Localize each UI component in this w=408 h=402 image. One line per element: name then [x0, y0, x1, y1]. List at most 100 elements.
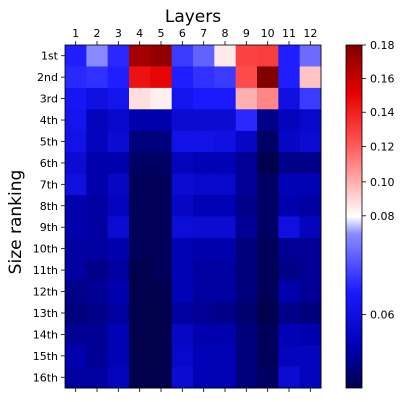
y-tick-label: 16th	[33, 371, 58, 384]
y-tick-label: 8th	[40, 200, 58, 213]
heatmap-cell	[65, 152, 87, 175]
heatmap-cell	[278, 66, 301, 89]
colorbar-tick-label: 0.08	[370, 210, 395, 223]
heatmap-cell	[150, 259, 173, 282]
y-tick-label: 7th	[40, 178, 58, 191]
heatmap-cell	[214, 87, 237, 110]
heatmap-cell	[150, 323, 173, 346]
heatmap-cell	[107, 259, 130, 282]
heatmap-cell	[86, 87, 109, 110]
heatmap-cell	[150, 216, 173, 239]
heatmap-cell	[171, 216, 194, 239]
heatmap-cell	[86, 130, 109, 153]
heatmap-cell	[299, 345, 322, 368]
heatmap-cell	[129, 302, 151, 325]
heatmap-cell	[150, 173, 173, 196]
heatmap-cell	[257, 302, 279, 325]
heatmap-cell	[129, 109, 151, 132]
heatmap-cell	[86, 259, 109, 282]
heatmap-cell	[86, 173, 109, 196]
x-tick-label: 9	[243, 27, 250, 40]
heatmap-cell	[257, 152, 279, 175]
heatmap-cell	[150, 87, 173, 110]
y-tick-label: 9th	[40, 221, 58, 234]
heatmap-cell	[257, 45, 279, 67]
heatmap-cell	[171, 259, 194, 282]
heatmap-cell	[235, 366, 258, 389]
heatmap-cell	[278, 87, 301, 110]
heatmap-cell	[278, 216, 301, 239]
heatmap-cell	[257, 280, 279, 303]
heatmap-cell	[257, 259, 279, 282]
heatmap-cell	[65, 195, 87, 217]
heatmap-cell	[129, 66, 151, 89]
heatmap-cell	[235, 216, 258, 239]
heatmap-cell	[214, 216, 237, 239]
heatmap-cell	[193, 366, 215, 389]
heatmap-cell	[278, 345, 301, 368]
colorbar-tick-label: 0.14	[370, 106, 395, 119]
heatmap-cell	[193, 323, 215, 346]
heatmap-cell	[214, 345, 237, 368]
heatmap-cell	[214, 130, 237, 153]
heatmap-cell	[299, 173, 322, 196]
colorbar-tick-label: 0.12	[370, 141, 395, 154]
heatmap-cell	[107, 195, 130, 217]
heatmap-cell	[235, 302, 258, 325]
heatmap-cell	[257, 173, 279, 196]
heatmap-cell	[129, 323, 151, 346]
heatmap-cell	[107, 152, 130, 175]
heatmap-cell	[278, 173, 301, 196]
heatmap-cell	[150, 366, 173, 389]
heatmap-cell	[235, 259, 258, 282]
heatmap-cell	[257, 323, 279, 346]
heatmap-cell	[107, 323, 130, 346]
y-tick-label: 3rd	[40, 93, 58, 106]
heatmap-cell	[257, 66, 279, 89]
heatmap-cell	[129, 345, 151, 368]
heatmap-cell	[299, 195, 322, 217]
heatmap-cell	[299, 45, 322, 67]
heatmap-cell	[214, 173, 237, 196]
heatmap-cell	[171, 302, 194, 325]
heatmap-cell	[299, 366, 322, 389]
heatmap-cell	[214, 195, 237, 217]
heatmap-cell	[257, 237, 279, 260]
heatmap-cell	[86, 366, 109, 389]
heatmap-cell	[129, 45, 151, 67]
heatmap-cell	[299, 323, 322, 346]
heatmap-cell	[65, 323, 87, 346]
heatmap-cell	[171, 130, 194, 153]
plot-frame	[64, 44, 322, 389]
heatmap-cell	[214, 237, 237, 260]
heatmap-cell	[257, 130, 279, 153]
x-tick-label: 11	[282, 27, 296, 40]
heatmap-cell	[107, 280, 130, 303]
heatmap-cell	[235, 109, 258, 132]
heatmap-cell	[129, 152, 151, 175]
heatmap-cell	[235, 66, 258, 89]
heatmap-cell	[65, 173, 87, 196]
colorbar-tick-label: 0.06	[370, 309, 395, 322]
heatmap-cell	[150, 109, 173, 132]
x-tick-label: 7	[200, 27, 207, 40]
heatmap-cell	[129, 259, 151, 282]
heatmap-cell	[257, 366, 279, 389]
heatmap-cell	[193, 45, 215, 67]
heatmap-cell	[278, 237, 301, 260]
heatmap-cell	[193, 130, 215, 153]
heatmap-cell	[278, 323, 301, 346]
heatmap-cell	[299, 66, 322, 89]
heatmap-cell	[171, 366, 194, 389]
y-tick-label: 12th	[33, 286, 58, 299]
heatmap-cell	[65, 109, 87, 132]
x-tick-label: 2	[94, 27, 101, 40]
heatmap-cell	[171, 345, 194, 368]
heatmap-cell	[86, 280, 109, 303]
heatmap-cell	[107, 237, 130, 260]
heatmap-cell	[193, 280, 215, 303]
heatmap-cell	[65, 280, 87, 303]
heatmap-cell	[129, 366, 151, 389]
heatmap-cell	[299, 259, 322, 282]
heatmap-cell	[107, 130, 130, 153]
